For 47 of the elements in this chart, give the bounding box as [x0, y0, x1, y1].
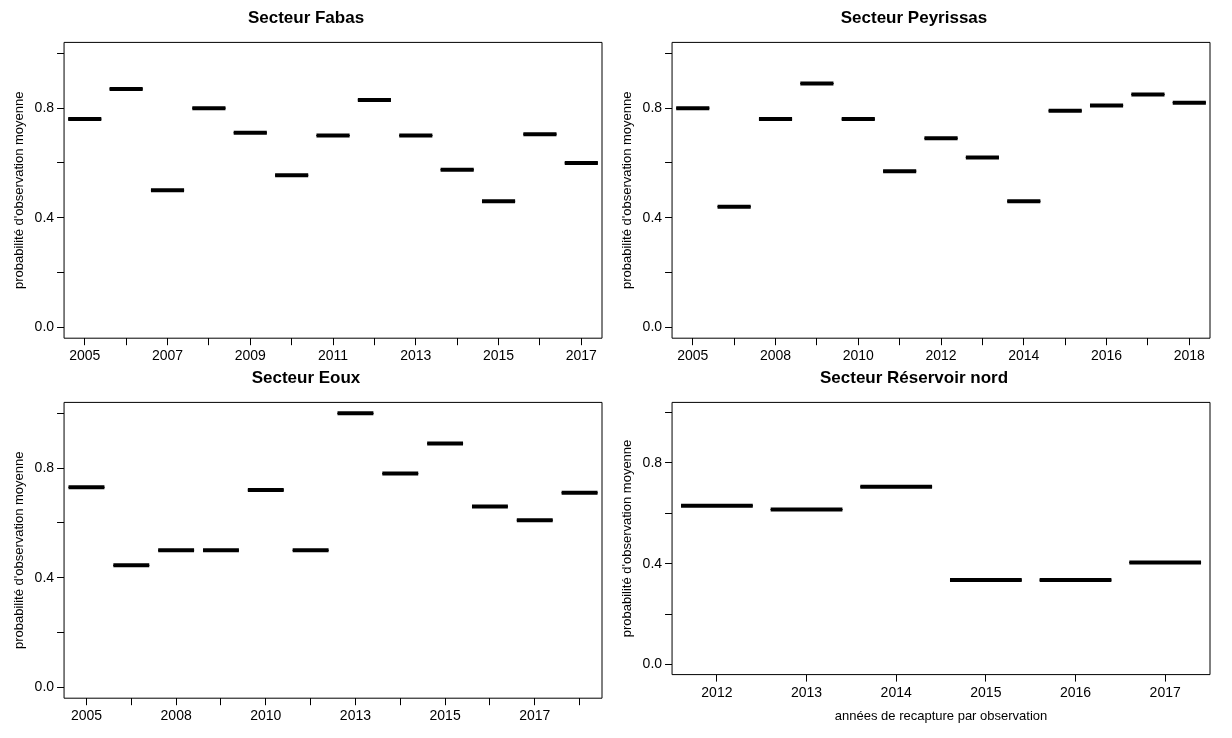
x-tick-label: 2015 [970, 683, 1002, 700]
y-tick-label: 0.8 [642, 98, 663, 115]
x-tick-label: 2010 [842, 347, 875, 364]
y-axis-title: probabilité d'observation moyenne [619, 91, 635, 290]
y-tick-label: 0.4 [642, 554, 663, 571]
x-tick-label: 2017 [565, 347, 598, 364]
x-tick-label: 2008 [160, 707, 192, 724]
x-tick-label: 2005 [69, 347, 101, 364]
x-tick-label: 2016 [1090, 347, 1123, 364]
y-axis-title: probabilité d'observation moyenne [11, 91, 27, 290]
x-tick-label: 2013 [339, 707, 372, 724]
x-tick-label: 2011 [317, 347, 349, 364]
x-tick-label: 2012 [925, 347, 957, 364]
y-tick-label: 0.4 [34, 568, 55, 585]
x-tick-label: 2013 [790, 683, 823, 700]
x-tick-label: 2015 [482, 347, 515, 364]
x-tick-label: 2012 [701, 683, 733, 700]
x-tick-label: 2017 [1149, 683, 1181, 700]
y-tick-label: 0.8 [642, 453, 663, 470]
y-tick-label: 0.0 [34, 318, 55, 335]
x-tick-label: 2016 [1059, 683, 1092, 700]
x-tick-label: 2014 [880, 683, 912, 700]
y-tick-label: 0.4 [34, 208, 55, 225]
y-tick-label: 0.8 [34, 458, 55, 475]
x-axis-title: années de recapture par observation [834, 707, 1048, 723]
x-tick-label: 2014 [1008, 347, 1040, 364]
x-tick-label: 2010 [250, 707, 282, 724]
y-axis-title: probabilité d'observation moyenne [11, 451, 27, 650]
x-tick-label: 2005 [70, 707, 103, 724]
x-tick-label: 2007 [151, 347, 184, 364]
x-tick-label: 2017 [519, 707, 551, 724]
y-tick-label: 0.0 [34, 678, 55, 695]
y-tick-label: 0.0 [642, 318, 663, 335]
y-tick-label: 0.0 [642, 655, 663, 672]
x-tick-label: 2018 [1173, 347, 1206, 364]
x-tick-label: 2015 [429, 707, 461, 724]
x-tick-label: 2008 [759, 347, 792, 364]
x-tick-label: 2009 [234, 347, 267, 364]
chart-title: Secteur Peyrissas [840, 7, 988, 27]
chart-title: Secteur Fabas [247, 7, 365, 27]
y-tick-label: 0.8 [34, 98, 55, 115]
chart-title: Secteur Réservoir nord [819, 367, 1009, 387]
x-tick-label: 2005 [677, 347, 709, 364]
y-axis-title: probabilité d'observation moyenne [619, 439, 635, 638]
chart-title: Secteur Eoux [251, 367, 361, 387]
y-tick-label: 0.4 [642, 208, 663, 225]
x-tick-label: 2013 [400, 347, 432, 364]
